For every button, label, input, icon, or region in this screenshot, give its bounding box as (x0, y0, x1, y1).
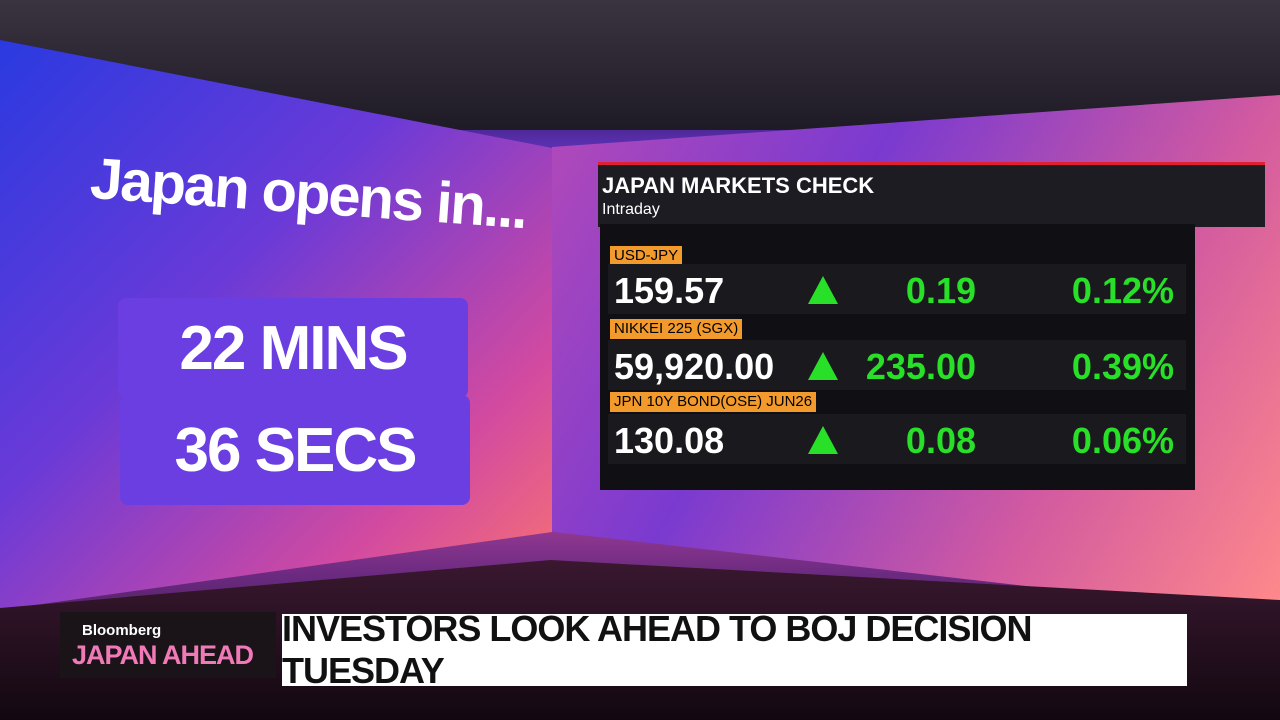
up-arrow (808, 426, 838, 454)
row-label: JPN 10Y BOND(OSE) JUN26 (610, 392, 817, 412)
row-label: USD-JPY (610, 246, 683, 266)
up-arrow (808, 352, 838, 380)
row-values: 159.57 0.19 0.12% (608, 264, 1186, 314)
markets-subtitle: Intraday (602, 201, 660, 218)
countdown-seconds: 36 SECS (120, 395, 470, 505)
price: 59,920.00 (614, 346, 775, 387)
headline-text: INVESTORS LOOK AHEAD TO BOJ DECISION TUE… (282, 608, 1032, 691)
percent: 0.06% (1071, 420, 1174, 461)
markets-table: USD-JPY 159.57 0.19 0.12% NIKKEI 225 (SG… (600, 224, 1195, 490)
percent: 0.39% (1071, 346, 1174, 387)
price: 130.08 (614, 420, 725, 461)
price: 159.57 (614, 270, 725, 311)
up-arrow (808, 276, 838, 304)
row-values: 59,920.00 235.00 0.39% (608, 340, 1186, 390)
change: 0.19 (905, 270, 976, 311)
percent: 0.12% (1071, 270, 1174, 311)
countdown-minutes: 22 MINS (118, 298, 468, 398)
brand-name: Bloomberg (82, 622, 162, 639)
change: 235.00 (865, 346, 976, 387)
row-label: NIKKEI 225 (SGX) (610, 319, 743, 339)
headline-bar: INVESTORS LOOK AHEAD TO BOJ DECISION TUE… (282, 608, 1187, 691)
show-name: JAPAN AHEAD (72, 640, 254, 670)
show-bug: Bloomberg JAPAN AHEAD (60, 612, 276, 678)
row-values: 130.08 0.08 0.06% (608, 414, 1186, 464)
markets-title: JAPAN MARKETS CHECK (602, 173, 875, 198)
change: 0.08 (905, 420, 976, 461)
markets-header: JAPAN MARKETS CHECK Intraday (598, 162, 1265, 227)
